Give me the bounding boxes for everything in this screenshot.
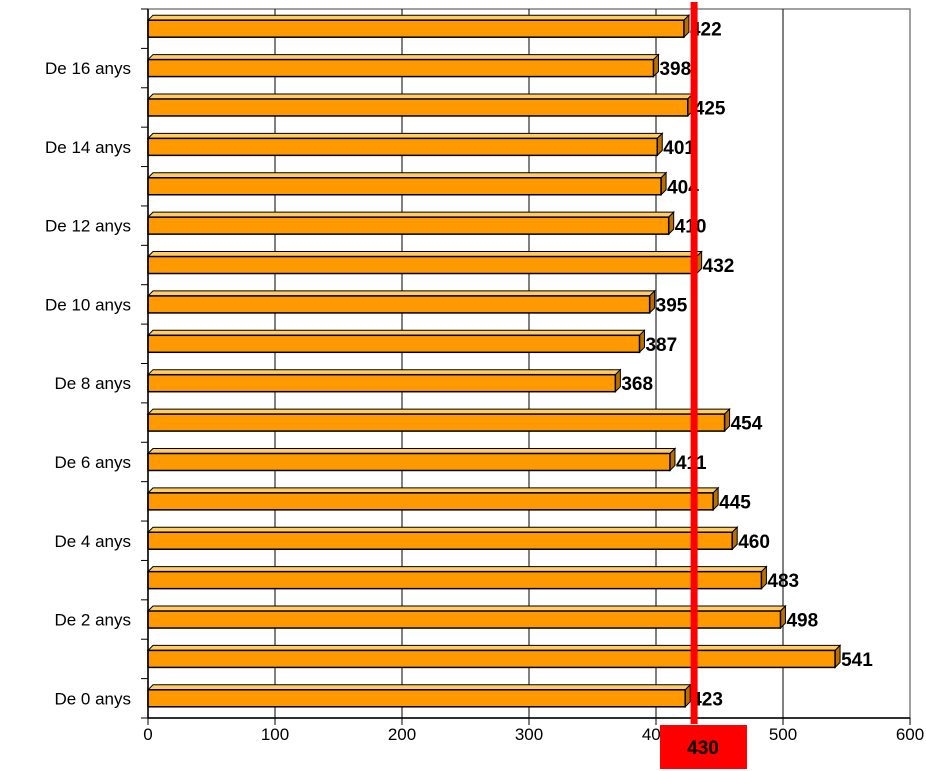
bar — [147, 19, 685, 38]
y-tick-label: De 8 anys — [54, 374, 131, 393]
bar — [147, 689, 686, 708]
data-label: 423 — [691, 689, 723, 710]
data-label: 398 — [659, 59, 691, 80]
x-tick-label: 500 — [769, 725, 797, 744]
y-tick-label: De 14 anys — [45, 138, 131, 157]
data-label: 445 — [719, 492, 751, 513]
data-label: 432 — [703, 256, 735, 277]
bar — [147, 295, 651, 314]
y-tick-label: De 2 anys — [54, 611, 131, 630]
data-label: 410 — [675, 217, 707, 238]
y-tick-label: De 6 anys — [54, 453, 131, 472]
bar — [147, 216, 670, 235]
data-label: 395 — [656, 295, 688, 316]
x-tick-label: 200 — [388, 725, 416, 744]
data-label: 425 — [694, 98, 726, 119]
data-label: 368 — [621, 374, 653, 395]
bar — [147, 177, 662, 196]
x-tick-label: 100 — [261, 725, 289, 744]
data-label: 401 — [663, 138, 695, 159]
bar — [147, 334, 641, 354]
data-label: 483 — [767, 571, 799, 592]
bar — [147, 413, 726, 432]
bar — [147, 137, 659, 157]
data-label: 422 — [690, 20, 722, 41]
data-label: 498 — [786, 611, 818, 632]
y-tick-label: De 12 anys — [45, 217, 131, 236]
axes-layer — [141, 8, 911, 725]
data-label: 454 — [731, 414, 763, 435]
bar — [147, 255, 698, 275]
data-label: 541 — [841, 650, 873, 671]
bar — [147, 492, 714, 511]
y-tick-label: De 10 anys — [45, 295, 131, 314]
grid-layer — [147, 8, 911, 719]
x-tick-label: 0 — [143, 725, 152, 744]
bar — [147, 649, 836, 669]
y-tick-label: De 16 anys — [45, 59, 131, 78]
bar — [147, 58, 655, 78]
y-tick-label: De 4 anys — [54, 532, 131, 551]
data-label: 460 — [738, 532, 770, 553]
reference-label-box — [660, 725, 747, 769]
bar — [147, 531, 733, 550]
bar — [147, 570, 763, 590]
x-tick-label: 600 — [896, 725, 924, 744]
bar — [147, 610, 782, 629]
bar — [147, 452, 671, 472]
labels-layer: 0100200300400500600423541498483460445411… — [45, 20, 924, 744]
y-tick-label: De 0 anys — [54, 689, 131, 708]
reference-label: 430 — [687, 738, 719, 759]
data-label: 387 — [645, 335, 677, 356]
bar — [147, 98, 689, 117]
bar — [147, 373, 617, 393]
reference-line-layer: 430 — [660, 2, 747, 769]
x-tick-label: 300 — [515, 725, 543, 744]
